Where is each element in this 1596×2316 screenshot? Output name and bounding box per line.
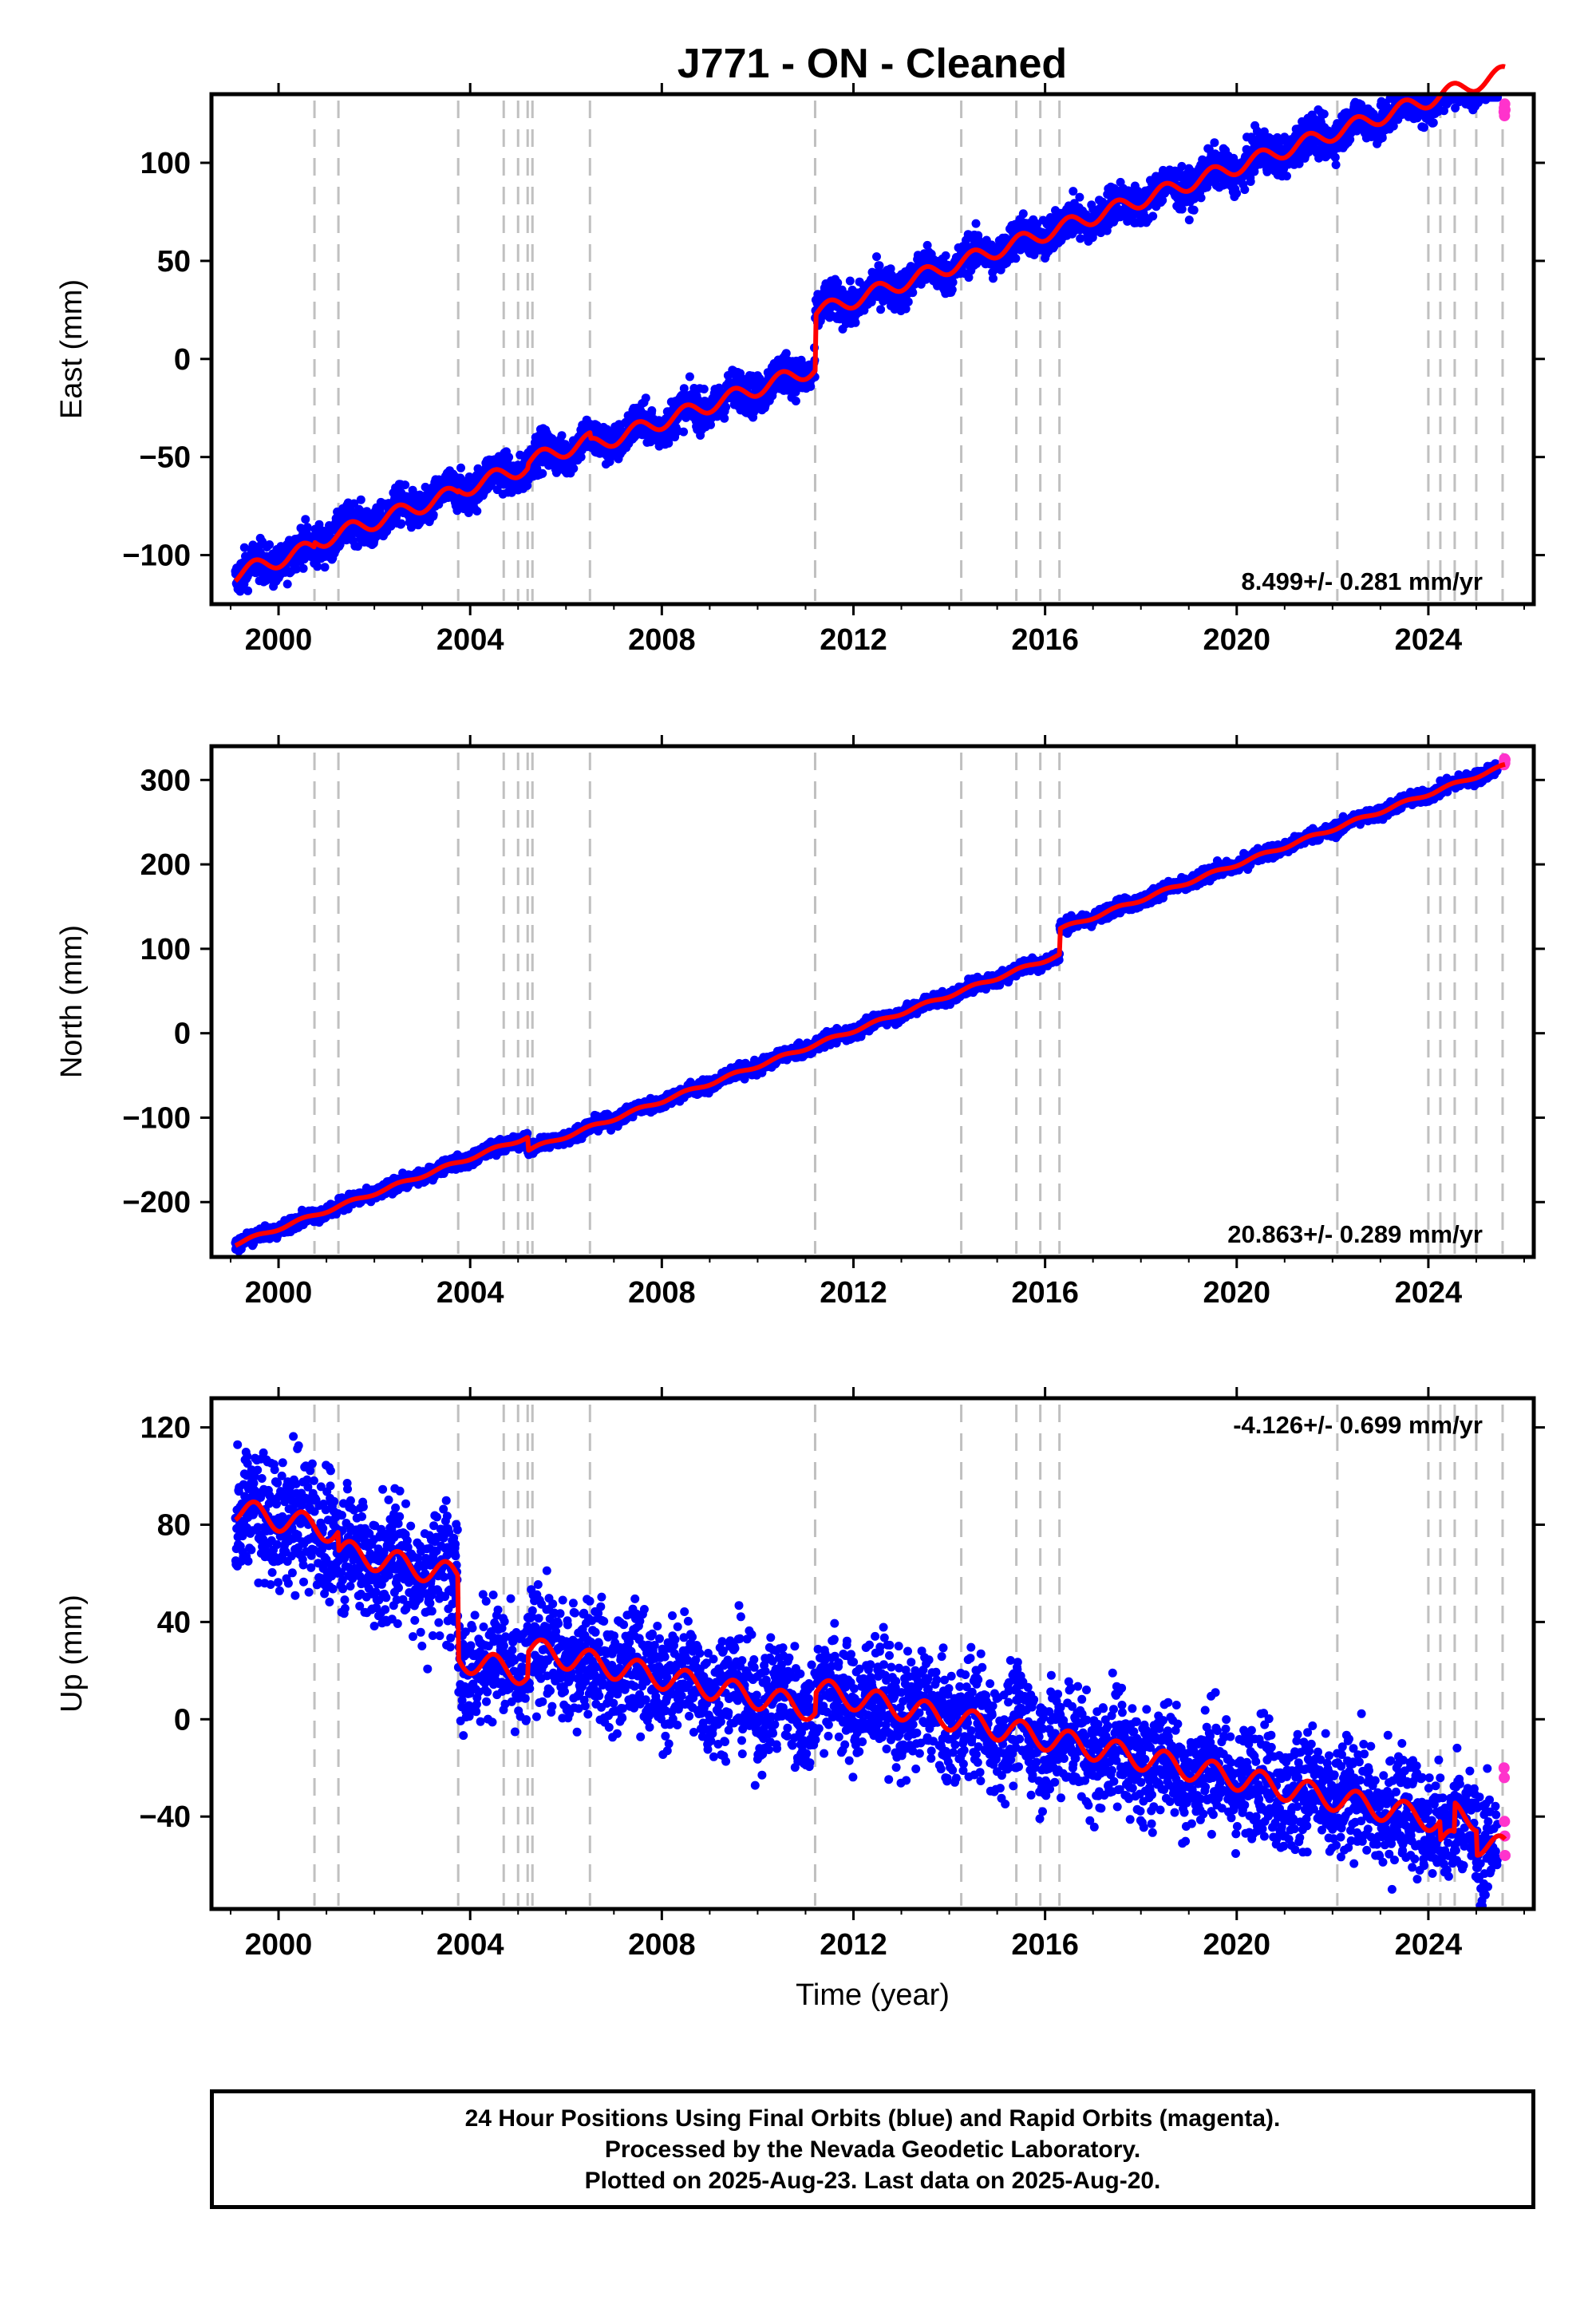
y-tick-label: 0 — [174, 343, 191, 377]
x-tick-label: 2012 — [820, 623, 887, 657]
data-point — [1428, 118, 1438, 128]
x-tick-label: 2008 — [628, 623, 696, 657]
panel-east: 2000 2004 2008 2012 2016 2020 2024 −100 −50 0 50 10… — [55, 64, 1545, 657]
data-point — [1210, 138, 1219, 148]
data-point — [353, 542, 362, 551]
data-point — [679, 427, 689, 437]
data-point — [239, 543, 249, 552]
data-point — [320, 563, 330, 572]
x-tick-label: 2000 — [245, 623, 313, 657]
data-point — [699, 385, 709, 393]
y-axis-label: East (mm) — [55, 279, 89, 419]
data-point — [1330, 152, 1340, 162]
data-point — [1196, 193, 1206, 203]
x-tick-label: 2004 — [437, 623, 504, 657]
panel-north: 2000 2004 2008 2012 2016 2020 2024−200−1000100… — [55, 735, 1545, 1310]
data-point — [1018, 209, 1028, 219]
data-point — [641, 393, 650, 403]
data-point — [356, 495, 365, 504]
data-point — [401, 480, 410, 490]
data-point — [1184, 215, 1194, 225]
data-point — [569, 464, 579, 473]
data-point — [504, 453, 514, 462]
data-point — [845, 276, 855, 286]
data-point — [1148, 211, 1158, 221]
data-point — [350, 499, 359, 508]
data-point — [1246, 177, 1255, 186]
data-point — [313, 562, 322, 571]
data-point — [1069, 187, 1078, 196]
data-point — [721, 402, 731, 412]
data-point — [314, 520, 324, 529]
data-point — [1377, 133, 1387, 143]
data-point — [664, 438, 674, 448]
data-point — [781, 349, 791, 358]
data-point — [851, 318, 860, 327]
data-point — [908, 288, 918, 298]
data-point — [397, 519, 406, 528]
data-point — [301, 515, 310, 524]
data-point — [456, 463, 465, 472]
data-point — [876, 305, 886, 314]
y-tick-label: −100 — [122, 539, 191, 573]
data-point — [1011, 254, 1021, 263]
data-point — [941, 251, 950, 260]
panels: 2000 2004 2008 2012 2016 2020 2024 −100 −50 0 50 10… — [55, 64, 1545, 2012]
data-point — [875, 261, 884, 271]
final-orbit-points — [231, 93, 1503, 596]
data-point — [265, 540, 275, 549]
y-tick-label: 100 — [140, 147, 191, 180]
rapid-point — [1499, 104, 1511, 116]
rate-label: 8.499+/- 0.281 mm/yr — [1242, 567, 1483, 595]
data-point — [1319, 109, 1329, 119]
data-point — [685, 372, 694, 381]
rapid-orbit-points — [1498, 98, 1511, 122]
data-point — [647, 406, 657, 415]
data-point — [429, 510, 438, 520]
data-point — [282, 579, 292, 589]
data-point — [1420, 123, 1428, 132]
data-point — [1232, 188, 1242, 198]
data-point — [971, 219, 981, 228]
data-point — [1189, 205, 1199, 215]
data-point — [243, 586, 253, 595]
data-point — [1331, 160, 1341, 169]
y-tick-label: 50 — [157, 245, 191, 279]
data-point — [1282, 172, 1291, 181]
data-point — [806, 381, 816, 391]
y-tick-label: −50 — [140, 441, 191, 475]
data-point — [538, 468, 547, 478]
chart-title: J771 - ON - Cleaned — [678, 41, 1067, 87]
data-point — [472, 506, 482, 516]
data-point — [903, 297, 913, 306]
data-point — [1075, 192, 1084, 202]
x-tick-label: 2020 — [1203, 623, 1271, 657]
data-point — [872, 252, 881, 262]
x-tick-label: 2024 — [1395, 623, 1463, 657]
data-point — [302, 523, 312, 532]
data-point — [557, 431, 567, 441]
x-tick-label: 2016 — [1011, 623, 1079, 657]
data-point — [791, 397, 800, 405]
data-point — [1240, 185, 1250, 195]
data-point — [298, 563, 308, 573]
data-point — [292, 564, 301, 574]
data-point — [989, 274, 998, 283]
